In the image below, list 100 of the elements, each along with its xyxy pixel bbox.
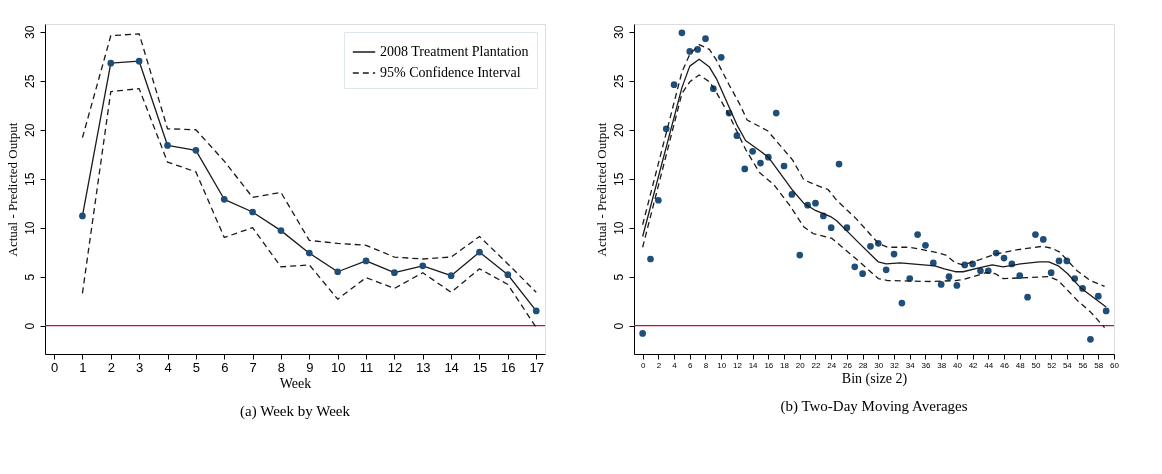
point (1094, 292, 1102, 300)
x-tick-label: 12 (732, 360, 743, 370)
y-tick-label: 0 (22, 322, 37, 330)
x-tick-label: 11 (359, 359, 374, 375)
x-tick-label: 8 (703, 360, 709, 370)
x-tick-label: 44 (984, 360, 994, 370)
x-tick-label: 20 (795, 360, 806, 370)
point (835, 160, 843, 168)
x-tick-label: 26 (842, 360, 853, 370)
x-tick-label: 15 (472, 359, 488, 375)
x-tick-label: 46 (1000, 360, 1010, 370)
point (447, 272, 455, 280)
point (961, 261, 969, 269)
point (788, 191, 796, 198)
y-tick-label: 30 (611, 25, 626, 40)
x-tick-label: 5 (192, 359, 200, 375)
x-tick-label: 10 (717, 360, 727, 370)
x-tick-label: 14 (444, 359, 459, 375)
point (772, 109, 780, 117)
point (1047, 269, 1055, 277)
point (419, 262, 427, 270)
point (647, 255, 654, 263)
point (1087, 335, 1094, 343)
point (670, 81, 678, 89)
x-tick-label: 13 (416, 359, 431, 375)
point (305, 249, 313, 257)
x-tick-label: 16 (764, 360, 774, 370)
y-tick-label: 15 (22, 172, 37, 186)
point (655, 196, 662, 204)
x-tick-label: 54 (1062, 360, 1073, 370)
point (812, 199, 819, 207)
point (874, 240, 882, 247)
point (898, 299, 906, 307)
point (277, 227, 285, 234)
x-tick-label: 8 (277, 359, 286, 375)
point (914, 231, 921, 238)
x-tick-label: 30 (874, 360, 884, 370)
x-tick-label: 16 (501, 359, 516, 375)
point (796, 251, 804, 259)
point (882, 266, 890, 274)
x-tick-label: 58 (1094, 360, 1104, 370)
point (686, 48, 694, 55)
point (1016, 272, 1024, 280)
point (867, 242, 874, 250)
point (922, 241, 929, 249)
point (1000, 254, 1008, 262)
y-tick-label: 5 (611, 273, 626, 281)
point (953, 282, 961, 289)
point (135, 57, 143, 65)
x-tick-label: 22 (811, 360, 821, 370)
point (859, 270, 866, 278)
y-tick-label: 20 (611, 123, 626, 137)
point (192, 146, 200, 154)
y-tick-label: 20 (22, 123, 37, 137)
point (164, 142, 171, 149)
point (851, 263, 859, 271)
x-tick-label: 60 (1110, 360, 1120, 370)
point (107, 59, 115, 67)
point (1039, 236, 1047, 243)
x-tick-label: 6 (688, 360, 694, 370)
y-axis-title: Actual - Predicted Output (593, 122, 609, 257)
point (694, 46, 701, 53)
x-axis-title: Week (279, 375, 312, 391)
y-tick-label: 30 (22, 25, 37, 40)
point (749, 147, 756, 155)
legend-label: 95% Confidence Interval (380, 65, 521, 80)
x-tick-label: 48 (1015, 360, 1026, 370)
point (79, 212, 86, 220)
x-tick-label: 42 (968, 360, 979, 370)
y-tick-label: 0 (611, 322, 626, 330)
y-tick-label: 10 (611, 221, 626, 235)
x-tick-label: 18 (780, 360, 790, 370)
x-tick-label: 38 (937, 360, 947, 370)
legend-label: 2008 Treatment Plantation (380, 44, 529, 59)
point (1055, 257, 1063, 265)
y-tick-label: 10 (22, 221, 37, 235)
y-axis-title: Actual - Predicted Output (4, 122, 20, 257)
point (220, 195, 228, 203)
point (733, 132, 741, 139)
point (1032, 231, 1039, 238)
point (1024, 293, 1031, 301)
point (1102, 307, 1110, 315)
line-series (81, 33, 537, 293)
point (945, 273, 953, 280)
x-axis-title: Bin (size 2) (841, 370, 908, 387)
x-tick-label: 10 (330, 359, 346, 375)
x-tick-label: 3 (136, 359, 144, 375)
x-tick-label: 2 (656, 360, 662, 370)
x-tick-label: 17 (529, 359, 544, 375)
point (757, 159, 764, 167)
y-tick-label: 25 (611, 74, 626, 88)
point (334, 268, 342, 276)
point (639, 330, 646, 337)
point (504, 271, 512, 279)
x-tick-label: 0 (640, 360, 646, 370)
y-tick-label: 5 (22, 273, 37, 281)
y-tick-label: 15 (611, 172, 626, 186)
x-tick-label: 1 (79, 359, 87, 375)
x-tick-label: 50 (1031, 360, 1041, 370)
x-tick-label: 24 (827, 360, 837, 370)
